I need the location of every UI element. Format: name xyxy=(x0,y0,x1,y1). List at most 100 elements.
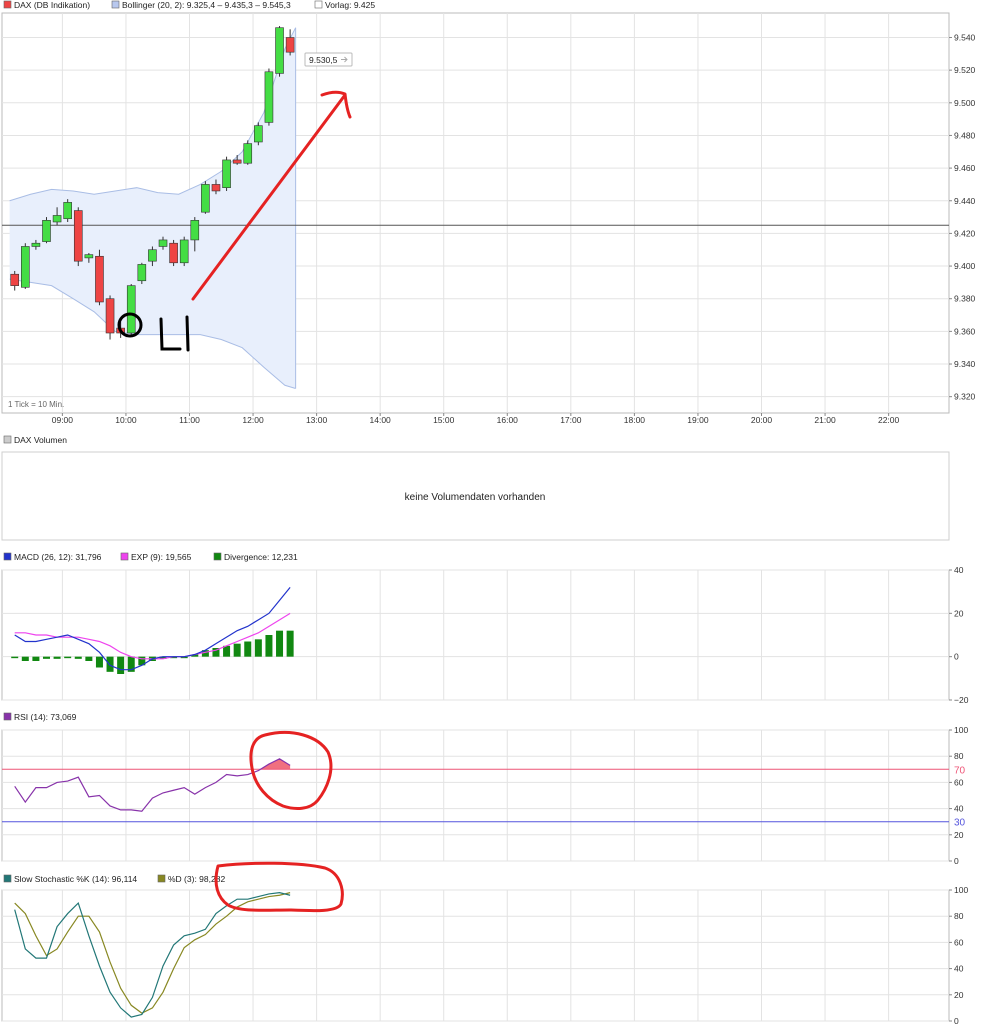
price-ytick-label-4: 9.400 xyxy=(954,261,976,271)
divergence-bar-17 xyxy=(191,654,199,657)
candle-body-12 xyxy=(137,264,147,282)
time-tick-label-13: 22:00 xyxy=(878,415,900,425)
rsi-ytick-label-4: 80 xyxy=(954,751,964,761)
divergence-bar-0 xyxy=(11,656,19,659)
legend-swatch-stoch-d xyxy=(157,874,166,883)
candle-body-16 xyxy=(179,239,189,264)
divergence-bar-9 xyxy=(106,656,114,672)
divergence-bar-24 xyxy=(265,635,273,657)
legend-dax: DAX (DB Indikation) xyxy=(14,0,90,10)
price-ytick-label-11: 9.540 xyxy=(954,32,976,42)
last-price-value: 9.530,5 xyxy=(309,55,338,65)
bollinger-lower-line xyxy=(9,278,296,389)
stoch-ytick-label-4: 80 xyxy=(954,911,964,921)
candle-body-23 xyxy=(254,125,263,143)
bollinger-band-fill xyxy=(9,27,296,389)
legend-vorlag: Vorlag: 9.425 xyxy=(325,0,375,10)
legend-swatch-dax xyxy=(3,0,12,9)
legend-swatch-rsi xyxy=(3,712,12,721)
candle-body-5 xyxy=(63,202,72,220)
divergence-bar-8 xyxy=(95,656,103,668)
annotation-loop-stoch xyxy=(214,861,344,913)
tick-interval-note: 1 Tick = 10 Min. xyxy=(8,400,64,409)
time-tick-label-7: 16:00 xyxy=(497,415,519,425)
divergence-bar-4 xyxy=(53,656,61,659)
divergence-bar-5 xyxy=(64,656,72,659)
legend-stoch-d: %D (3): 98,282 xyxy=(168,874,225,884)
rsi-panel: 0 20 40 60 80 100 70 30 xyxy=(1,725,968,866)
candle-body-17 xyxy=(190,220,200,241)
time-tick-label-10: 19:00 xyxy=(687,415,709,425)
divergence-bar-25 xyxy=(276,630,284,657)
candle-body-7 xyxy=(84,254,94,259)
divergence-bar-21 xyxy=(233,643,241,657)
stoch-ytick-label-0: 0 xyxy=(954,1016,959,1026)
stoch-ytick-label-5: 100 xyxy=(954,885,968,895)
macd-panel: −20 0 20 40 xyxy=(1,565,969,705)
main-legend: DAX (DB Indikation) Bollinger (20, 2): 9… xyxy=(3,0,375,10)
price-panel: 9.320 9.340 9.360 9.380 9.400 9.420 9.440 9.460… xyxy=(1,12,976,425)
legend-swatch-bollinger xyxy=(111,0,120,9)
candle-body-9 xyxy=(105,298,115,334)
divergence-bar-15 xyxy=(170,656,178,659)
legend-bollinger: Bollinger (20, 2): 9.325,4 – 9.435,3 – 9… xyxy=(122,0,291,10)
divergence-bar-6 xyxy=(74,656,82,659)
arrow-right-icon xyxy=(341,56,348,63)
price-ytick-label-7: 9.460 xyxy=(954,163,976,173)
time-tick-label-12: 21:00 xyxy=(814,415,836,425)
stochastic-panel: 0 20 40 60 80 100 xyxy=(1,885,968,1026)
divergence-bar-18 xyxy=(201,650,209,657)
candle-body-11 xyxy=(126,285,136,334)
time-tick-label-0: 09:00 xyxy=(52,415,74,425)
legend-stoch-k: Slow Stochastic %K (14): 96,114 xyxy=(14,874,137,884)
divergence-bar-26 xyxy=(286,630,294,657)
rsi-ytick-label-5: 100 xyxy=(954,725,968,735)
legend-swatch-stoch-k xyxy=(3,874,12,883)
candle-body-26 xyxy=(285,37,295,53)
candle-body-21 xyxy=(232,159,242,164)
price-ytick-label-8: 9.480 xyxy=(954,130,976,140)
macd-ytick-label-3: 40 xyxy=(954,565,964,575)
price-ytick-label-5: 9.420 xyxy=(954,228,976,238)
macd-frame xyxy=(1,569,950,701)
divergence-bar-11 xyxy=(127,656,135,672)
stoch-ytick-label-3: 60 xyxy=(954,937,964,947)
stoch-frame xyxy=(1,889,950,1022)
legend-exp: EXP (9): 19,565 xyxy=(131,552,192,562)
divergence-bar-1 xyxy=(21,656,29,661)
legend-swatch-vorlag xyxy=(314,0,323,9)
last-price-tag-box xyxy=(304,52,353,67)
divergence-bar-3 xyxy=(42,656,50,659)
macd-ytick-label-1: 0 xyxy=(954,652,959,662)
divergence-bar-16 xyxy=(180,656,188,659)
candle-body-22 xyxy=(243,143,253,164)
candle-body-15 xyxy=(169,242,178,264)
stoch-legend: Slow Stochastic %K (14): 96,114 %D (3): … xyxy=(3,874,225,884)
time-tick-label-3: 12:00 xyxy=(242,415,264,425)
rsi-ytick-label-3: 60 xyxy=(954,777,964,787)
rsi-reference-label-30: 30 xyxy=(954,818,966,829)
divergence-bar-2 xyxy=(32,656,40,661)
candle-body-18 xyxy=(201,184,210,213)
legend-volume: DAX Volumen xyxy=(14,435,67,445)
rsi-frame xyxy=(1,729,950,862)
time-tick-label-1: 10:00 xyxy=(115,415,137,425)
time-tick-label-2: 11:00 xyxy=(179,415,200,425)
time-tick-label-9: 18:00 xyxy=(624,415,646,425)
rsi-line xyxy=(14,758,291,812)
candle-body-13 xyxy=(148,249,157,262)
stoch-ytick-label-2: 40 xyxy=(954,964,964,974)
divergence-bar-14 xyxy=(159,656,167,659)
divergence-bar-22 xyxy=(244,641,252,657)
price-ytick-label-0: 9.320 xyxy=(954,392,976,402)
macd-ytick-label-0: −20 xyxy=(954,695,969,705)
rsi-legend: RSI (14): 73,069 xyxy=(3,712,77,722)
price-ytick-label-3: 9.380 xyxy=(954,294,976,304)
time-tick-label-4: 13:00 xyxy=(306,415,328,425)
stoch-d-line xyxy=(14,892,291,1014)
annotation-letters-li xyxy=(159,315,190,352)
candle-body-6 xyxy=(73,210,83,262)
macd-ytick-label-2: 20 xyxy=(954,608,964,618)
